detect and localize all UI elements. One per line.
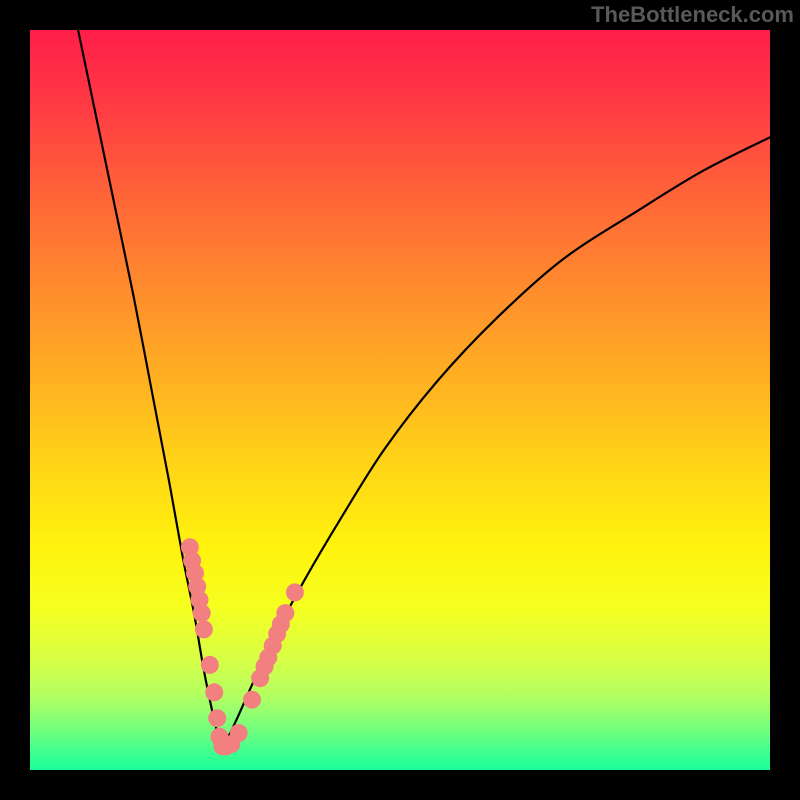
watermark-label: TheBottleneck.com — [591, 2, 794, 28]
data-dot — [193, 604, 211, 622]
data-dot — [230, 724, 248, 742]
chart-canvas: TheBottleneck.com — [0, 0, 800, 800]
data-dot — [286, 583, 304, 601]
data-dot — [205, 683, 223, 701]
bottleneck-chart-svg — [0, 0, 800, 800]
data-dot — [208, 709, 226, 727]
data-dot — [201, 656, 219, 674]
data-dot — [243, 691, 261, 709]
plot-gradient-background — [30, 30, 770, 770]
data-dot — [195, 620, 213, 638]
data-dot — [276, 604, 294, 622]
